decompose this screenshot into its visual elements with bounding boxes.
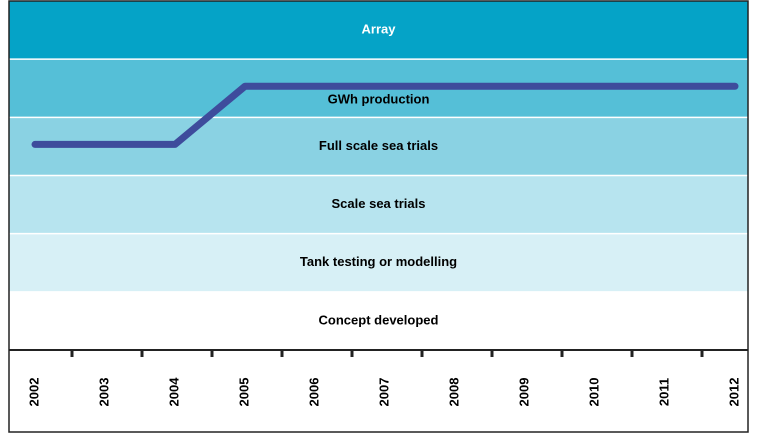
stage-label: Concept developed — [319, 312, 439, 327]
stage-label: GWh production — [328, 92, 430, 107]
stage-label: Scale sea trials — [332, 196, 426, 211]
x-tick-label: 2012 — [726, 378, 741, 407]
stage-band — [9, 175, 748, 234]
x-tick-label: 2010 — [586, 378, 601, 407]
x-tick-label: 2007 — [376, 378, 391, 407]
x-tick-label: 2006 — [306, 378, 321, 407]
stage-band — [9, 291, 748, 350]
x-tick-label: 2004 — [166, 377, 181, 407]
stage-label: Array — [362, 22, 397, 37]
x-tick-label: 2009 — [516, 378, 531, 407]
x-tick-label: 2005 — [236, 378, 251, 407]
frame — [8, 0, 749, 433]
x-tick-label: 2003 — [96, 378, 111, 407]
x-tick-label: 2008 — [446, 378, 461, 407]
stage-line — [31, 82, 739, 148]
x-tick-label: 2002 — [26, 378, 41, 407]
stage-label: Full scale sea trials — [319, 138, 438, 153]
x-tick-label: 2011 — [656, 378, 671, 406]
stage-band — [9, 233, 748, 292]
stage-band — [9, 1, 748, 60]
stage-label: Tank testing or modelling — [300, 254, 457, 269]
